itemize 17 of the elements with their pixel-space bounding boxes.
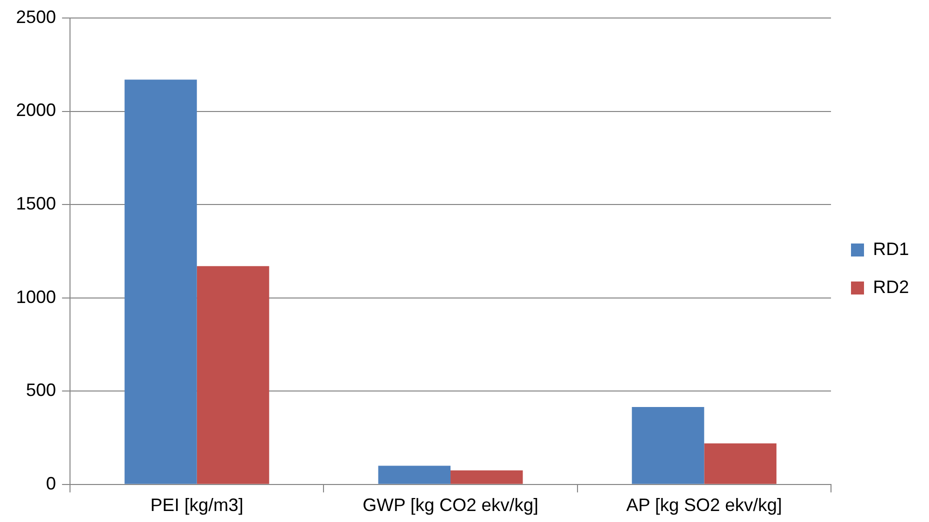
legend-label: RD2 xyxy=(872,276,910,297)
bar xyxy=(378,466,451,484)
bar xyxy=(196,266,270,484)
y-tick-label: 1500 xyxy=(16,194,56,214)
y-tick-label: 1000 xyxy=(16,286,56,307)
x-tick-label: GWP [kg CO2 ekv/kg] xyxy=(362,495,538,516)
bar xyxy=(450,470,523,484)
bar xyxy=(632,406,704,484)
bar xyxy=(124,80,197,484)
y-tick-label: 0 xyxy=(46,473,56,494)
legend-label: RD1 xyxy=(872,238,910,259)
x-tick-label: AP [kg SO2 ekv/kg] xyxy=(626,495,782,516)
bar xyxy=(704,443,776,484)
y-tick-label: 2500 xyxy=(16,6,56,27)
y-tick-label: 2000 xyxy=(16,100,56,120)
y-tick-label: 500 xyxy=(26,380,56,400)
x-tick-label: PEI [kg/m3] xyxy=(150,495,244,516)
